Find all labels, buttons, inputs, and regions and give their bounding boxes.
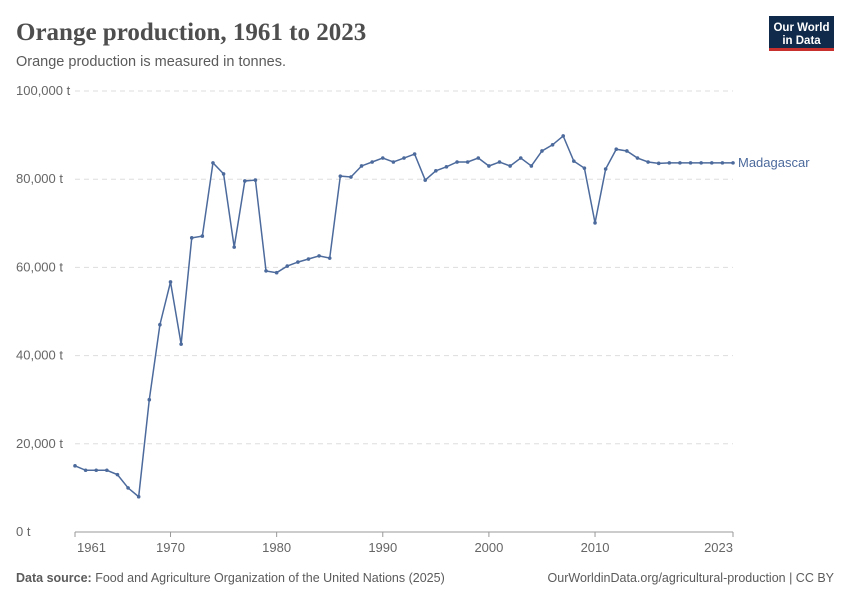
point [465, 160, 470, 164]
point [391, 160, 396, 164]
x-tick-label: 2000 [474, 540, 503, 555]
point [635, 156, 640, 160]
point [136, 494, 141, 499]
point [115, 472, 120, 477]
point [709, 161, 714, 165]
y-tick-label: 0 t [16, 524, 31, 539]
y-tick-label: 40,000 t [16, 348, 63, 363]
point [168, 280, 173, 284]
point [105, 468, 109, 473]
x-tick-label: 2010 [581, 540, 610, 555]
point [656, 161, 661, 166]
legend-label: Madagascar [738, 155, 810, 170]
point [731, 161, 735, 165]
point [211, 161, 215, 165]
point [126, 486, 130, 490]
point [667, 161, 672, 165]
point [147, 397, 152, 402]
point [179, 342, 183, 346]
point [646, 160, 650, 164]
point [232, 245, 236, 249]
x-tick-label: 1980 [262, 540, 291, 555]
chart-subtitle: Orange production is measured in tonnes. [16, 54, 286, 70]
point [561, 134, 565, 138]
logo-text: Our World [773, 22, 829, 34]
point [274, 270, 279, 275]
point [688, 161, 693, 165]
point [497, 160, 502, 164]
point [582, 166, 587, 170]
logo-text: in Data [782, 35, 821, 47]
point [487, 164, 491, 168]
point [349, 175, 353, 179]
url[interactable]: OurWorldinData.org/agricultural-producti… [548, 571, 835, 585]
point [434, 169, 438, 173]
point [296, 260, 300, 264]
point [189, 236, 194, 240]
x-tick-label: 1970 [156, 540, 185, 555]
point [603, 167, 608, 171]
point [625, 149, 629, 153]
source-label: Data source: [16, 571, 92, 585]
point [572, 159, 576, 163]
point [94, 468, 99, 473]
point [678, 161, 682, 165]
point [476, 156, 481, 160]
line [74, 134, 733, 499]
point [327, 256, 332, 260]
point [593, 221, 597, 225]
point [455, 160, 459, 164]
point [412, 152, 417, 156]
point [243, 179, 247, 183]
point [402, 156, 406, 160]
point [221, 172, 226, 176]
point [253, 178, 258, 182]
logo[interactable]: Our World in Data [769, 16, 834, 51]
point [285, 264, 290, 268]
y-tick-label: 100,000 t [16, 83, 71, 98]
point [614, 147, 619, 152]
y-tick-label: 60,000 t [16, 259, 63, 274]
point [338, 174, 343, 178]
source-text: Food and Agriculture Organization of the… [95, 571, 445, 585]
point [699, 161, 703, 165]
point [508, 164, 512, 168]
point [720, 161, 725, 165]
point [540, 149, 544, 153]
point [423, 178, 428, 182]
point [370, 160, 374, 164]
y-tick-label: 20,000 t [16, 436, 63, 451]
point [158, 322, 162, 327]
source: Data source: Food and Agriculture Organi… [16, 571, 445, 585]
point [83, 468, 88, 473]
x-tick-label: 1990 [368, 540, 397, 555]
point [73, 464, 77, 468]
point [359, 164, 364, 168]
logo-stripe [769, 48, 834, 51]
point [200, 234, 205, 238]
point [317, 254, 321, 258]
point [306, 257, 311, 261]
y-tick-label: 80,000 t [16, 171, 63, 186]
point [529, 164, 534, 168]
point [380, 156, 385, 160]
chart-title: Orange production, 1961 to 2023 [16, 19, 366, 46]
logo-box [769, 16, 834, 50]
point [264, 269, 268, 273]
x-tick-label: 1961 [77, 540, 106, 555]
x-tick-label: 2023 [704, 540, 733, 555]
point [444, 165, 449, 169]
point [550, 143, 555, 147]
point [518, 156, 523, 160]
